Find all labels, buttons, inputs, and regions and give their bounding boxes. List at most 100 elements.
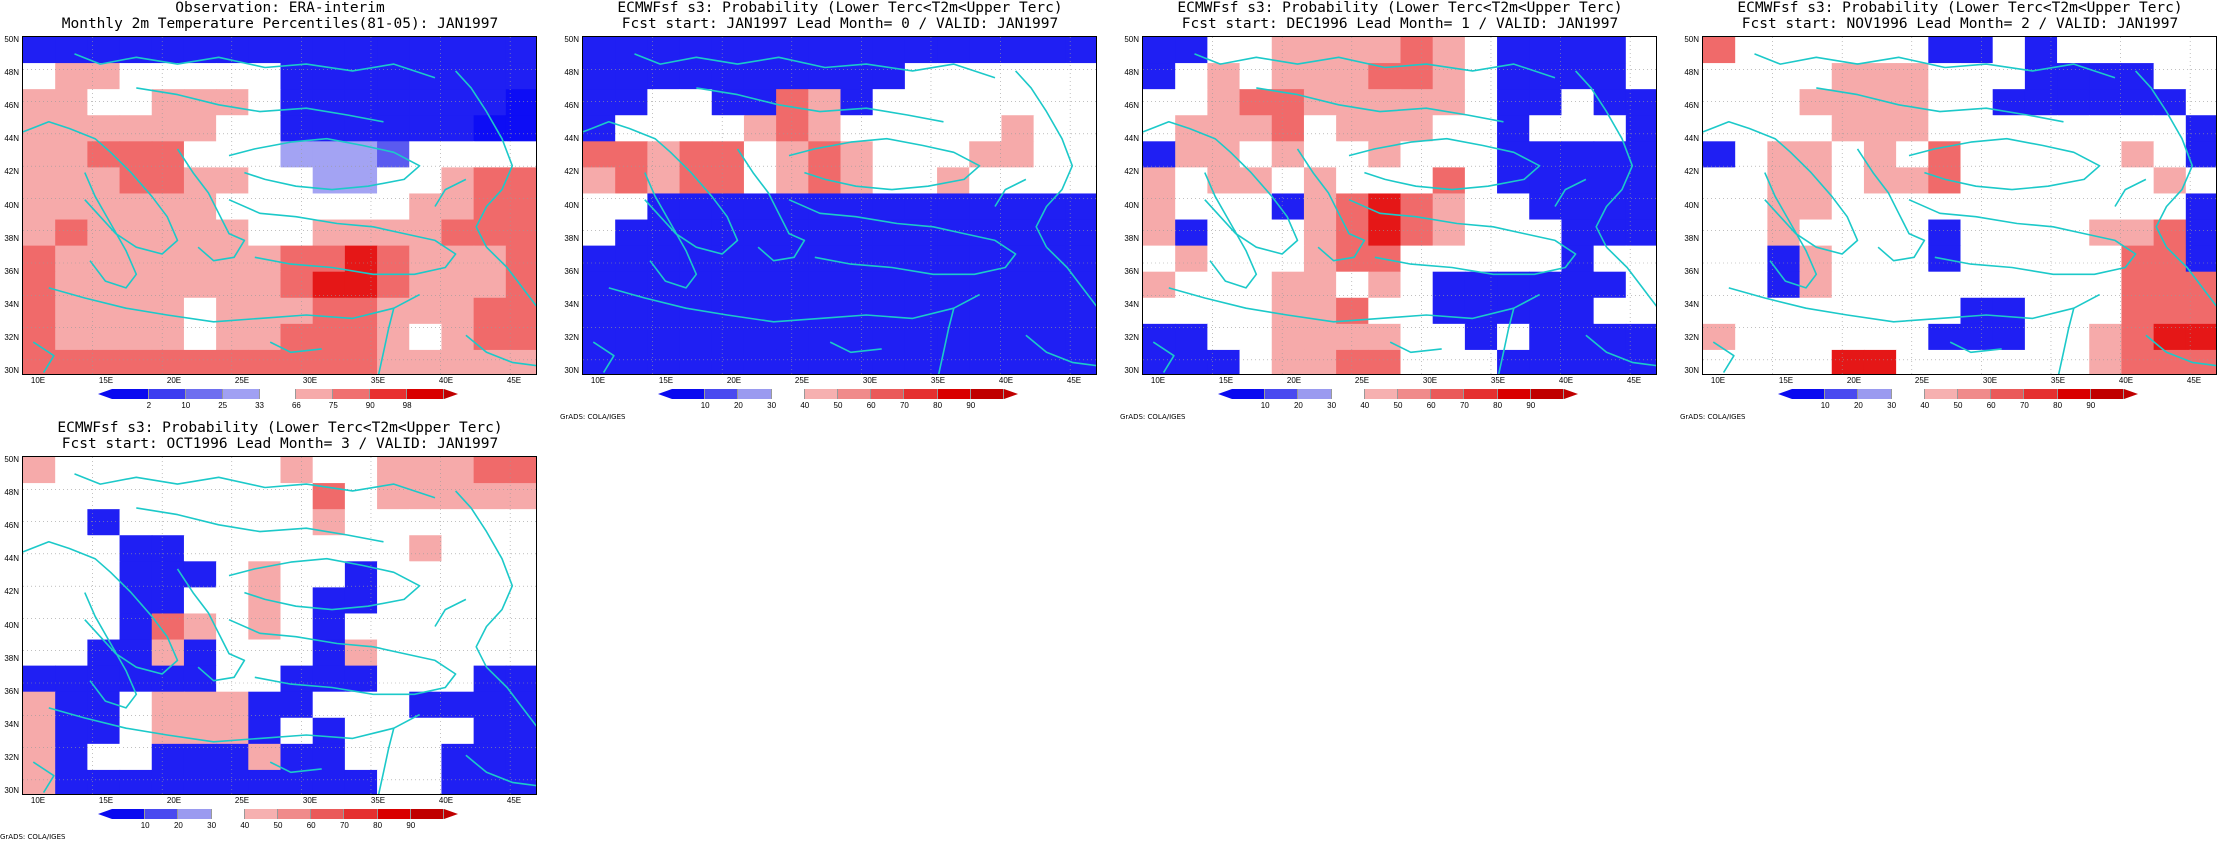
heatmap-cell [1239, 349, 1273, 374]
coastline [434, 178, 467, 207]
heatmap-cell [280, 457, 314, 484]
colorbar-segment [1891, 389, 1925, 399]
heatmap-cell [1960, 297, 1994, 325]
colorbar-segment [705, 389, 739, 399]
heatmap-cell [2185, 167, 2216, 195]
heatmap-cell [1336, 63, 1369, 90]
coastline [176, 568, 246, 682]
coastline [1296, 148, 1366, 262]
heatmap-cell [473, 613, 507, 641]
heatmap-cell [872, 37, 906, 64]
heatmap-cell [1033, 63, 1067, 90]
heatmap-cell [1464, 193, 1498, 221]
heatmap-cell [1561, 271, 1595, 299]
heatmap-cell [2024, 37, 2058, 64]
heatmap-cell [904, 89, 938, 116]
heatmap-cell [808, 37, 842, 64]
heatmap-cell [1625, 115, 1656, 142]
heatmap-cell [23, 561, 56, 588]
lon-tick-label: 25E [234, 796, 250, 805]
heatmap-cell [312, 193, 346, 221]
heatmap-cell [216, 457, 249, 484]
coastline [1908, 137, 2101, 191]
heatmap-cell [1271, 141, 1305, 168]
heatmap-cell [1703, 37, 1736, 64]
colorbar-tick-label: 25 [218, 401, 228, 410]
heatmap-cell [1303, 115, 1337, 142]
heatmap-cell [808, 193, 842, 221]
heatmap-cell [1593, 89, 1627, 116]
colorbar-segment [1958, 389, 1992, 399]
heatmap-cell [1960, 141, 1994, 168]
heatmap-cell [1625, 297, 1656, 325]
heatmap-cell [23, 483, 56, 510]
lat-tick-label: 30N [4, 366, 19, 375]
heatmap-cell [280, 743, 314, 771]
heatmap-cell [1464, 219, 1498, 247]
heatmap-cell [1799, 167, 1833, 195]
heatmap-cell [248, 271, 282, 299]
heatmap-cell [344, 349, 378, 374]
lon-tick-label: 25E [794, 376, 810, 385]
colorbar-segment [838, 389, 872, 399]
lon-tick-label: 40E [998, 376, 1014, 385]
lat-tick-label: 30N [1684, 366, 1699, 375]
heatmap-cell [1271, 245, 1305, 273]
heatmap-cell [1896, 271, 1929, 299]
heatmap-cell [1561, 141, 1595, 168]
heatmap-cell [1928, 297, 1962, 325]
heatmap-cell [280, 63, 314, 90]
lon-tick-label: 15E [1218, 376, 1234, 385]
heatmap-cell [1992, 349, 2026, 374]
heatmap-cell [1896, 115, 1929, 142]
lat-tick-label: 42N [564, 167, 579, 177]
heatmap-cell [840, 297, 874, 325]
panel-title-line2: Fcst start: JAN1997 Lead Month= 0 / VALI… [621, 16, 1059, 32]
heatmap-cell [1432, 141, 1466, 168]
heatmap-cell [1703, 271, 1736, 299]
heatmap-cell [1464, 349, 1498, 374]
coastline [455, 490, 514, 668]
coastline [829, 341, 882, 354]
lat-tick-label: 48N [1124, 68, 1139, 78]
colorbar-segment [937, 389, 971, 399]
lon-tick-label: 20E [726, 376, 742, 385]
coastline [377, 728, 395, 794]
heatmap-cell [2121, 115, 2155, 142]
heatmap-cell [248, 167, 282, 195]
heatmap-cell [1561, 37, 1595, 64]
heatmap-cell [505, 509, 536, 536]
heatmap-cell [409, 665, 443, 693]
heatmap-cell [505, 141, 536, 168]
heatmap-cell [1529, 297, 1563, 325]
heatmap-cell [2121, 141, 2155, 168]
colorbar-segment [970, 389, 1005, 399]
heatmap-cell [248, 297, 282, 325]
heatmap-cell [840, 271, 874, 299]
heatmap-cell [1303, 141, 1337, 168]
heatmap-cell [377, 535, 410, 562]
map-frame [582, 36, 1097, 375]
heatmap-cell [808, 349, 842, 374]
heatmap-cell [23, 89, 56, 116]
heatmap-cell [1799, 89, 1833, 116]
heatmap-cell [473, 509, 507, 536]
heatmap-cell [344, 587, 378, 615]
heatmap-cell [1175, 219, 1208, 247]
lon-tick-label: 45E [506, 796, 522, 805]
heatmap-cell [119, 639, 153, 667]
heatmap-cell [183, 271, 217, 299]
heatmap-cell [1529, 245, 1563, 273]
heatmap-cell [969, 89, 1003, 116]
lat-tick-label: 38N [564, 233, 579, 243]
heatmap-cell [1143, 141, 1176, 168]
heatmap-cell [216, 271, 249, 299]
panel-title-line2: Fcst start: NOV1996 Lead Month= 2 / VALI… [1741, 16, 2179, 32]
heatmap-cell [1065, 167, 1096, 195]
heatmap-cell [1001, 297, 1035, 325]
heatmap-cell [615, 193, 648, 221]
heatmap-cell [1271, 115, 1305, 142]
heatmap-cell [1497, 115, 1530, 142]
heatmap-cell [1992, 37, 2026, 64]
colorbar-tick-label: 80 [933, 401, 943, 410]
